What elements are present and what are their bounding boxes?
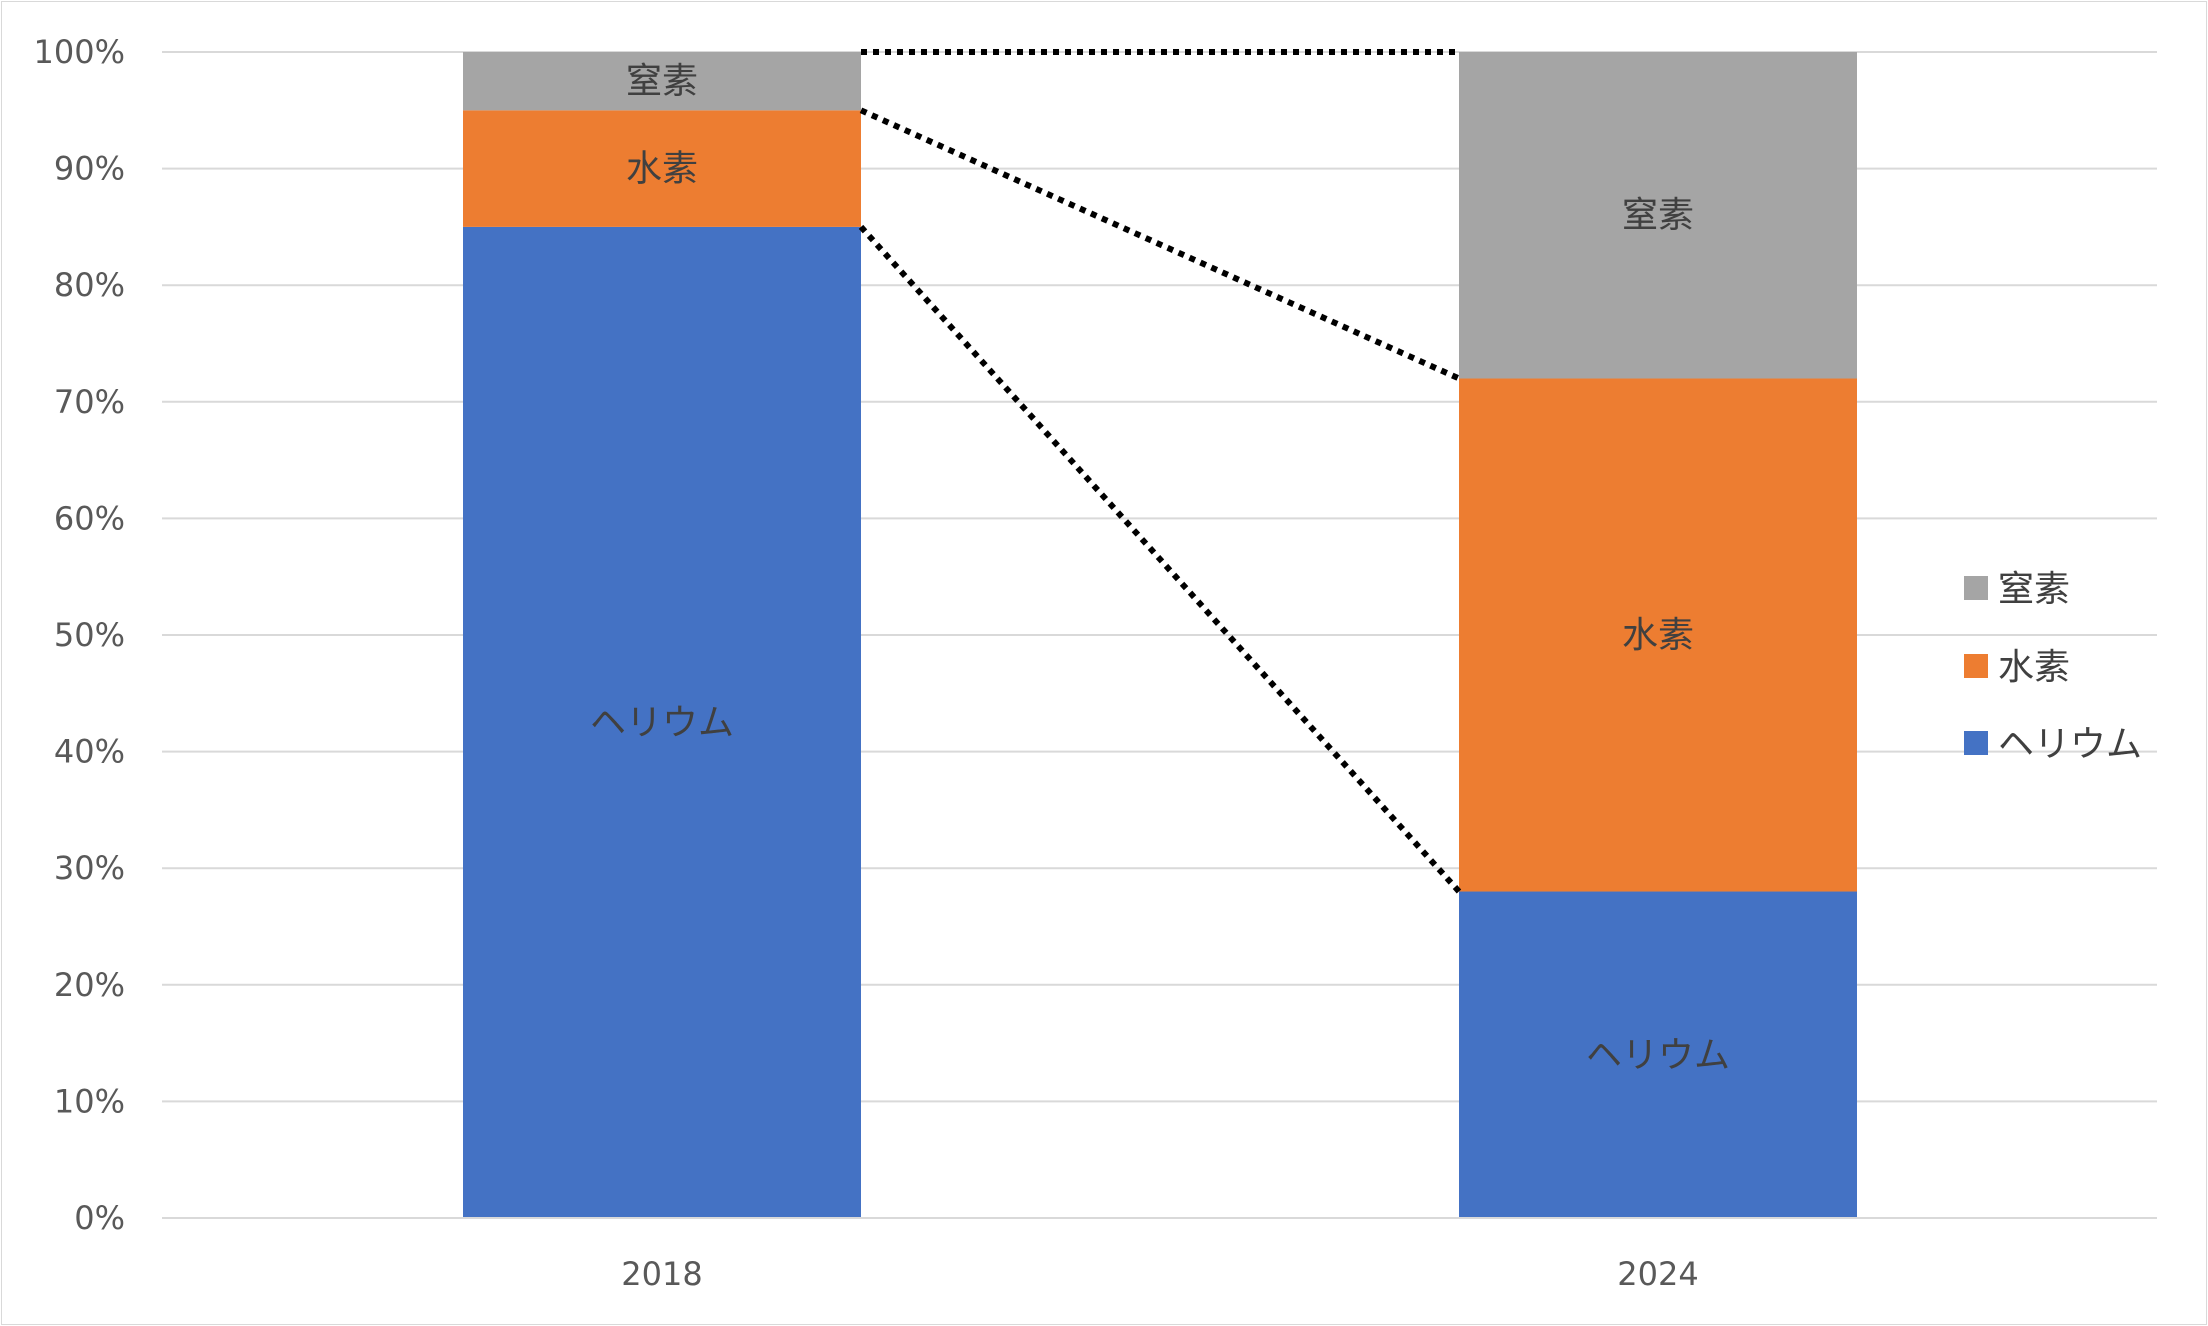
bar-segment [463, 226, 861, 1218]
segment-label: ヘリウム [590, 702, 734, 743]
segment-label: 水素 [1622, 615, 1694, 656]
bar-segment [1459, 52, 1857, 379]
segment-label: 窒素 [626, 61, 698, 102]
legend-label: 窒素 [1998, 569, 2070, 610]
y-tick-label: 0% [74, 1199, 125, 1237]
legend-swatch [1964, 731, 1988, 755]
connector-line [858, 224, 1462, 894]
connector-line [859, 107, 1461, 382]
bar-segment [1459, 378, 1857, 892]
gridlines [162, 51, 2157, 1219]
bar-segment [463, 110, 861, 227]
y-tick-label: 40% [54, 733, 125, 771]
y-tick-label: 60% [54, 499, 125, 537]
y-tick-label: 20% [54, 966, 125, 1004]
x-tick-label: 2018 [621, 1255, 702, 1293]
segment-label: 水素 [626, 149, 698, 190]
legend-swatch [1964, 654, 1988, 678]
y-tick-label: 30% [54, 849, 125, 887]
bar-segment [1459, 891, 1857, 1218]
legend-label: 水素 [1998, 647, 2070, 688]
y-tick-label: 50% [54, 616, 125, 654]
y-tick-label: 10% [54, 1082, 125, 1120]
segment-label: ヘリウム [1586, 1035, 1730, 1076]
bar-segment [463, 52, 861, 111]
legend-swatch [1964, 576, 1988, 600]
y-tick-label: 70% [54, 383, 125, 421]
y-tick-label: 80% [54, 266, 125, 304]
bars [463, 52, 1857, 1218]
y-tick-label: 100% [34, 33, 125, 71]
y-tick-label: 90% [54, 150, 125, 188]
segment-label: 窒素 [1622, 195, 1694, 236]
connector-lines [858, 49, 1462, 894]
x-tick-label: 2024 [1617, 1255, 1698, 1293]
legend-label: ヘリウム [1998, 724, 2142, 765]
